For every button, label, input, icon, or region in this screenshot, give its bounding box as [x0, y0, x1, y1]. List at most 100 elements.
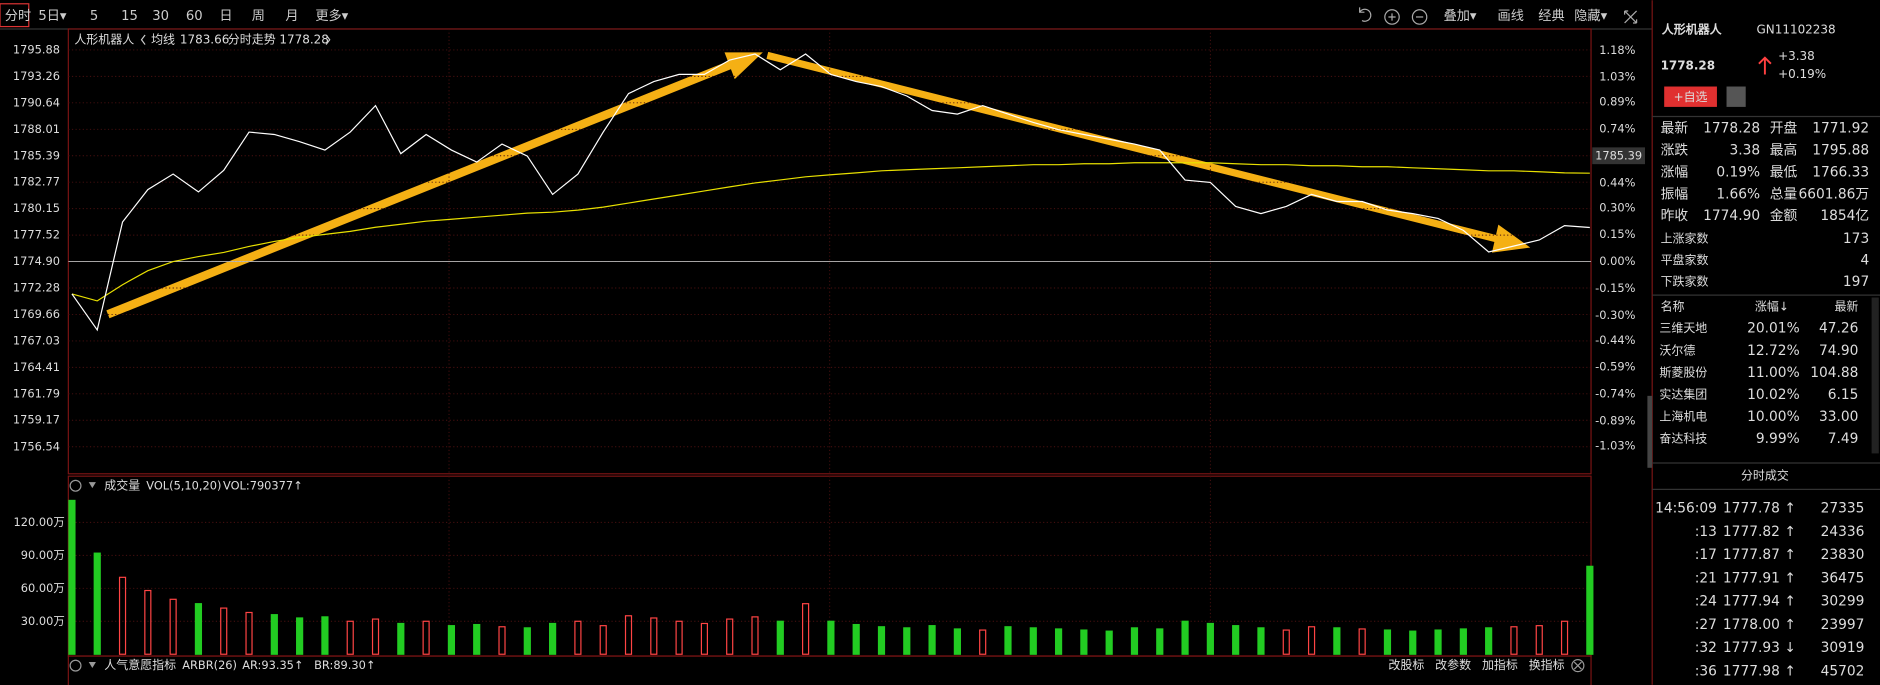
volume-bar	[1434, 629, 1442, 655]
toolbar-tab[interactable]: 分时	[5, 8, 31, 24]
scrollbar[interactable]	[1871, 297, 1879, 454]
y-tick-label: 90.00万	[21, 548, 65, 562]
sector-name[interactable]: 沃尔德	[1659, 342, 1695, 357]
volume-bar	[1333, 627, 1341, 655]
volume-bar	[1358, 628, 1366, 655]
sector-pct: 20.01%	[1747, 321, 1800, 337]
volume-bar	[245, 611, 253, 655]
indicator-button[interactable]: 改参数	[1435, 657, 1471, 672]
toolbar-tab[interactable]: 月	[285, 9, 298, 24]
quote-label: 最高	[1770, 141, 1798, 158]
volume-bar	[270, 614, 278, 655]
y2-tick-label: 1.18%	[1599, 43, 1635, 57]
y-tick-label: 1790.64	[13, 95, 60, 109]
y-tick-label: 1785.39	[13, 148, 60, 162]
trade-price: 1778.00 ↑	[1723, 617, 1796, 633]
trade-price: 1777.93 ↓	[1723, 640, 1796, 656]
y-tick-label: 1759.17	[13, 413, 60, 427]
volume-bar	[979, 629, 987, 655]
sector-name[interactable]: 实达集团	[1659, 386, 1707, 401]
trade-time: :32	[1695, 640, 1717, 656]
volume-bar	[1485, 627, 1493, 655]
volume-bar	[1257, 627, 1265, 655]
help-icon[interactable]	[69, 479, 82, 492]
trade-time: 14:56:09	[1655, 501, 1717, 517]
toolbar-button[interactable]: 画线	[1498, 8, 1524, 24]
indicator-button[interactable]: 换指标	[1529, 657, 1565, 672]
menu-icon[interactable]	[88, 482, 96, 489]
sector-name[interactable]: 斯菱股份	[1659, 365, 1707, 379]
trade-time: :21	[1695, 570, 1717, 586]
stock-code: GN11102238	[1757, 23, 1836, 37]
count-value: 173	[1843, 231, 1869, 247]
indicator-button[interactable]: 改股标	[1388, 658, 1424, 672]
volume-bar	[928, 625, 936, 655]
volume-bar	[321, 616, 329, 655]
toolbar-button[interactable]: 叠加▾	[1444, 8, 1477, 24]
volume-bar	[144, 589, 152, 655]
legend-value: 1778.28	[279, 32, 329, 46]
volume-bar	[473, 623, 481, 655]
volume-bar	[852, 623, 860, 655]
toolbar-tab[interactable]: 日	[219, 9, 232, 24]
sector-name[interactable]: 三维天地	[1659, 321, 1707, 335]
volume-bar	[1232, 625, 1240, 655]
y-tick-label: 1788.01	[13, 122, 60, 136]
volume-bar	[1307, 626, 1316, 655]
menu-icon[interactable]	[88, 662, 96, 669]
prev-arrow[interactable]	[140, 34, 146, 45]
volume-bar	[801, 603, 810, 655]
volume-bar	[1105, 630, 1113, 655]
indicator-br: BR:89.30↑	[314, 658, 375, 672]
quote-label: 涨幅	[1661, 164, 1689, 180]
indicator-button[interactable]: 加指标	[1482, 657, 1518, 672]
sector-name[interactable]: 奋达科技	[1659, 432, 1707, 446]
volume-bar	[447, 625, 456, 655]
lock-button[interactable]	[1726, 86, 1746, 107]
add-watch-button[interactable]	[1664, 86, 1717, 107]
close-icon[interactable]	[1573, 661, 1582, 670]
toolbar-tab[interactable]: 5日▾	[38, 9, 67, 24]
toolbar-tab[interactable]: 更多▾	[315, 7, 348, 24]
add-watch-label[interactable]: +自选	[1674, 90, 1708, 104]
toolbar-button[interactable]: 隐藏▾	[1574, 8, 1607, 24]
quote-value: 1854亿	[1820, 208, 1869, 224]
volume-bar	[1510, 626, 1518, 655]
toolbar-tab[interactable]: 5	[90, 9, 98, 24]
volume-bar	[422, 620, 430, 655]
y-tick-label: 1764.41	[13, 360, 60, 374]
change-pct: +0.19%	[1778, 67, 1826, 81]
volume-bar	[827, 620, 835, 655]
y-tick-label: 1795.88	[13, 42, 60, 56]
sector-pct: 12.72%	[1747, 343, 1800, 359]
close-icon[interactable]	[1571, 659, 1585, 673]
y2-tick-label: -0.59%	[1595, 360, 1635, 374]
trade-volume: 36475	[1821, 570, 1865, 586]
sector-name[interactable]: 上海机电	[1659, 408, 1707, 423]
sector-header: 名称	[1661, 299, 1685, 314]
splitter-handle[interactable]	[1647, 395, 1653, 468]
quote-label: 涨跌	[1661, 142, 1689, 158]
sector-header: 最新	[1834, 299, 1858, 314]
volume-title: 成交量	[104, 477, 140, 492]
indicator-ar: AR:93.35↑	[242, 658, 303, 672]
y2-tick-label: -1.03%	[1595, 439, 1635, 453]
toolbar-icons[interactable]	[1359, 7, 1638, 25]
help-icon[interactable]	[69, 659, 82, 672]
next-arrow[interactable]	[325, 34, 331, 45]
toolbar-tab[interactable]: 30	[152, 9, 169, 24]
toolbar-button[interactable]: 经典	[1538, 8, 1564, 24]
sector-price: 33.00	[1819, 409, 1858, 425]
toolbar-tab[interactable]: 15	[121, 9, 138, 24]
y2-tick-label: 0.89%	[1599, 95, 1635, 109]
trade-price: 1777.94 ↑	[1723, 594, 1796, 610]
toolbar-tab[interactable]: 周	[252, 9, 265, 24]
quote-value: 1.66%	[1716, 186, 1760, 202]
toolbar-tab[interactable]: 60	[186, 9, 203, 24]
sector-pct: 10.02%	[1747, 387, 1800, 403]
sector-pct: 11.00%	[1747, 365, 1800, 381]
quote-label: 振幅	[1661, 186, 1689, 202]
quote-value: 1795.88	[1812, 142, 1869, 158]
trade-time: :36	[1695, 663, 1717, 679]
